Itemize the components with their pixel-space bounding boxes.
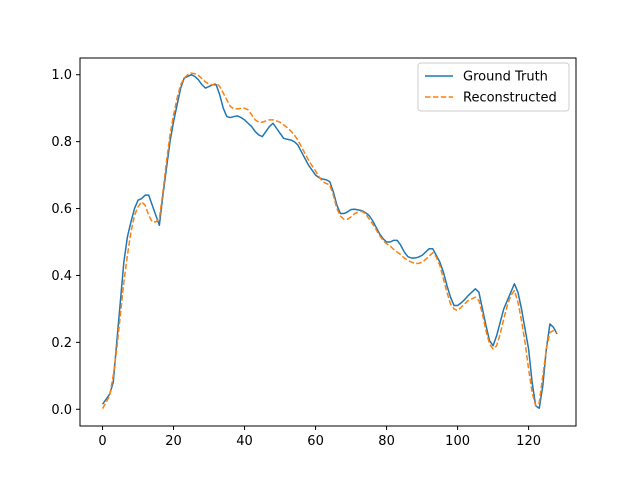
plot-frame	[79, 57, 577, 427]
series-layer	[101, 72, 558, 410]
series-line-ground-truth	[101, 73, 558, 410]
x-tick-label: 80	[378, 434, 395, 449]
legend-label-ground-truth: Ground Truth	[463, 70, 548, 85]
y-tick-label: 0.6	[51, 202, 72, 217]
x-tick-label: 100	[445, 434, 470, 449]
y-tick-label: 0.4	[51, 269, 72, 284]
plot-area-background	[80, 58, 576, 426]
x-tick-label: 60	[307, 434, 324, 449]
y-tick-label: 0.8	[51, 135, 72, 150]
x-tick-label: 20	[165, 434, 182, 449]
legend-label-reconstructed: Reconstructed	[463, 91, 557, 106]
legend: Ground Truth Reconstructed	[417, 62, 570, 112]
y-tick-label: 0.2	[51, 336, 72, 351]
y-tick-label: 0.0	[51, 403, 72, 418]
legend-box	[417, 62, 570, 112]
x-tick-label: 40	[236, 434, 253, 449]
axes-layer: 0 20 40 60 80 100 120 0.0 0.2 0.4 0.6 0.8 1.0	[51, 68, 541, 449]
y-tick-label: 1.0	[51, 68, 72, 83]
x-tick-label: 120	[516, 434, 541, 449]
series-line-reconstructed	[101, 72, 558, 409]
x-tick-label: 0	[98, 434, 106, 449]
